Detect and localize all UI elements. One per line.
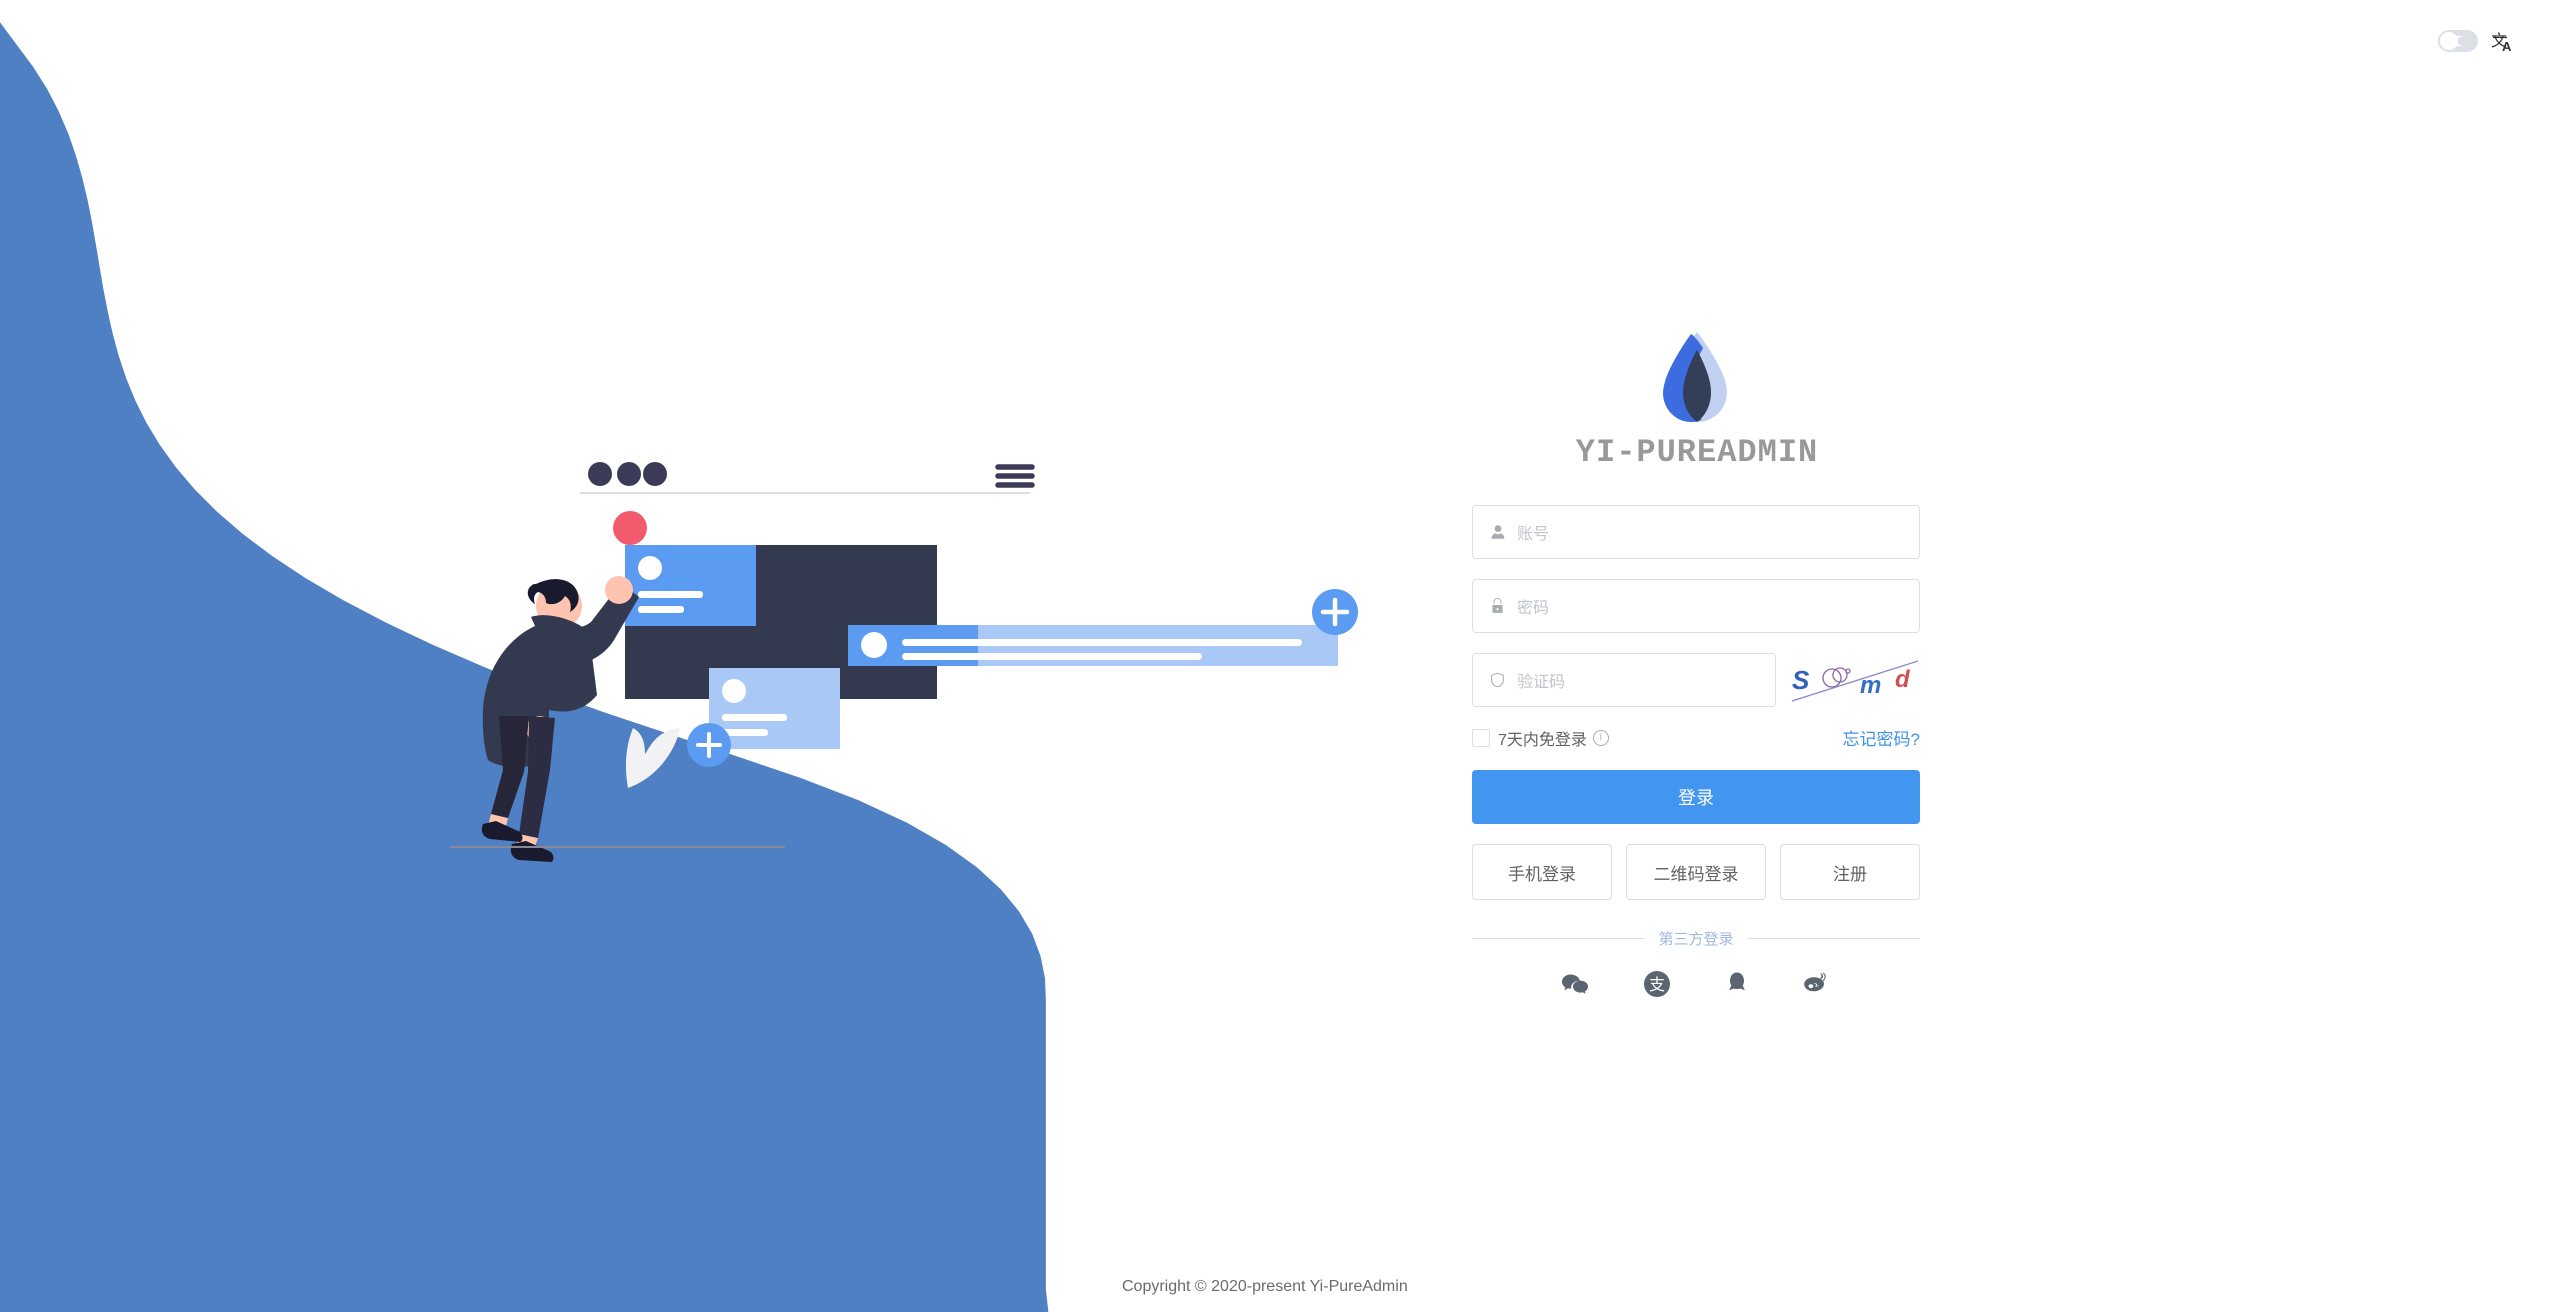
svg-text:A: A <box>2502 39 2512 54</box>
svg-text:d: d <box>1895 666 1914 693</box>
svg-text:S: S <box>1792 665 1813 695</box>
svg-text:支: 支 <box>1649 976 1665 994</box>
